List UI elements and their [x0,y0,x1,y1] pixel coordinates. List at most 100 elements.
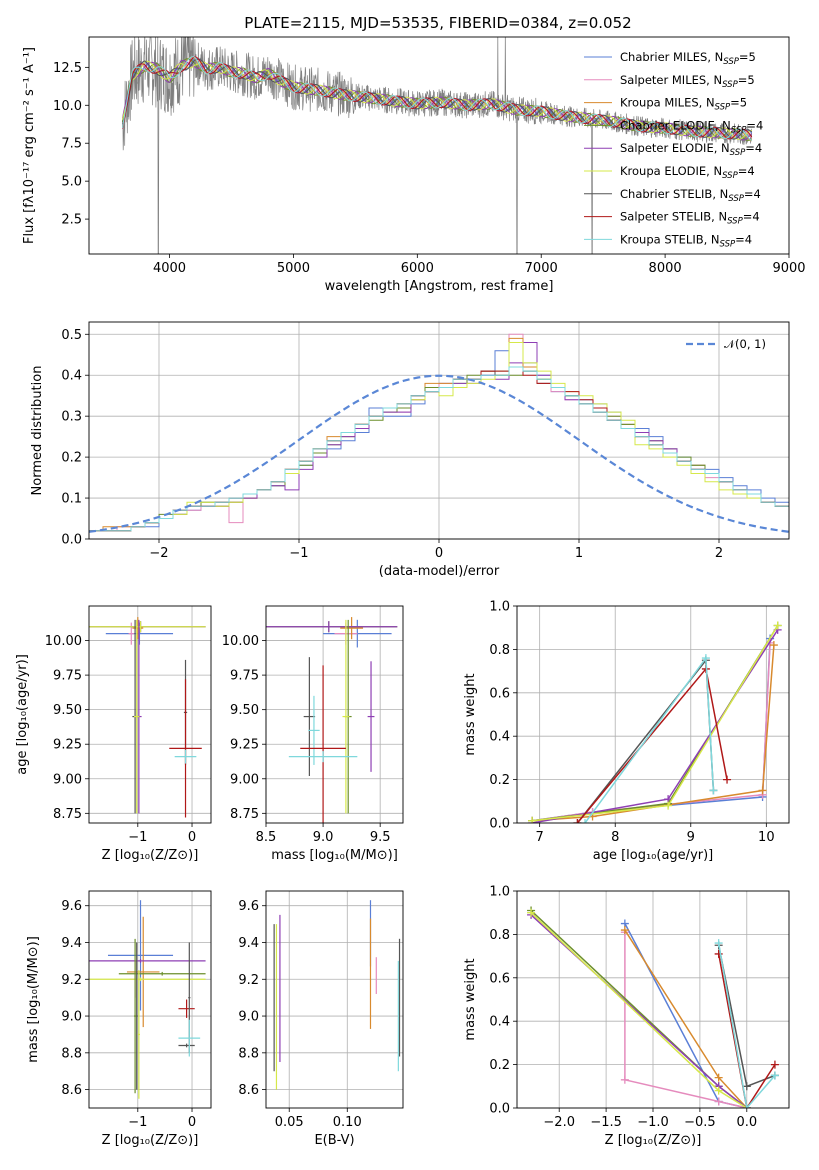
x-tick-label: 8000 [649,261,682,276]
y-tick-label: 0.1 [61,492,82,507]
x-tick-label: −1 [128,830,147,845]
y-tick-label: 12.5 [53,61,82,76]
legend-entry: Salpeter STELIB, NSSP=4 [620,210,760,227]
y-tick-label: 8.6 [61,1083,82,1098]
weight-series-line [530,909,748,1108]
weight-point-marker [758,786,767,795]
weight-point-marker [714,1073,723,1082]
y-tick-label: 8.75 [53,807,82,822]
legend-entry: 𝒩(0, 1) [724,337,766,351]
y-tick-label: 1.0 [489,885,510,900]
y-tick-label: 9.4 [61,936,82,951]
model-spectrum-series [122,56,753,140]
y-axis-label: mass weight [463,673,478,755]
weight-point-marker [773,621,782,630]
x-tick-label: −0.5 [684,1115,716,1130]
weight-series-line [532,645,775,822]
plot-area [266,617,398,823]
y-tick-label: 9.0 [238,1010,259,1025]
y-tick-label: 8.75 [230,807,259,822]
weight-point-marker [742,1082,751,1091]
y-tick-label: 9.2 [61,973,82,988]
weight-series-line [532,625,779,822]
legend-entry: Chabrier ELODIE, NSSP=4 [620,118,763,135]
x-tick-label: −2.0 [543,1115,575,1130]
y-axis-label: mass weight [463,958,478,1040]
x-tick-label: 10 [758,830,775,845]
legend-entry: Chabrier MILES, NSSP=5 [620,50,756,67]
weight-point-marker [769,641,778,650]
y-tick-label: 0.4 [489,730,510,745]
y-tick-label: 0.2 [61,451,82,466]
y-tick-label: 9.25 [53,738,82,753]
y-tick-label: 9.00 [53,772,82,787]
model-spectrum-series [122,58,753,141]
y-tick-label: 9.00 [230,772,259,787]
axes-frame [88,890,212,1109]
x-tick-label: 9000 [772,261,805,276]
histogram-series [89,366,789,532]
weight-point-marker [714,949,723,958]
y-tick-label: 9.6 [61,899,82,914]
weight-point-marker [714,1097,723,1106]
figure-title: PLATE=2115, MJD=53535, FIBERID=0384, z=0… [244,14,631,32]
x-axis-label: Z [log₁₀(Z/Z⊙)] [102,1133,199,1148]
y-tick-label: 9.2 [238,973,259,988]
x-tick-label: 0.0 [736,1115,757,1130]
y-tick-label: 2.5 [61,213,82,228]
y-tick-label: 9.50 [53,703,82,718]
plot-area [122,37,753,254]
weight-series-line [530,912,748,1108]
weight-point-marker [770,1071,779,1080]
x-axis-label: wavelength [Angstrom, rest frame] [325,279,554,294]
x-tick-label: −1 [289,546,308,561]
y-tick-label: 10.00 [222,634,259,649]
plot-area [89,333,789,533]
x-axis-label: E(B-V) [314,1133,354,1148]
y-tick-label: 0.0 [489,817,510,832]
plot-area [273,900,401,1090]
x-axis-label: Z [log₁₀(Z/Z⊙)] [605,1133,702,1148]
weight-point-marker [527,908,536,917]
y-tick-label: 0.6 [489,971,510,986]
weight-point-marker [714,1086,723,1095]
x-tick-label: −1.5 [590,1115,622,1130]
axes-frame [88,321,790,540]
panel-age-vs-Z: −1 0 8.75 9.00 9.25 9.50 9.75 10.00 Z [log₁₀(Z/Z… [15,605,212,863]
normal-curve [89,374,789,533]
weight-point-marker [620,926,629,935]
weight-point-marker [581,819,589,823]
weight-point-marker [573,819,582,823]
y-tick-label: 9.0 [61,1010,82,1025]
axes-frame [88,605,212,824]
weight-point-marker [723,775,732,784]
weight-point-marker [709,786,718,795]
x-tick-label: 7 [536,830,544,845]
x-tick-label: −2 [149,546,168,561]
panel-residuals: −2 −1 0 1 2 0.0 0.1 0.2 0.3 0.4 0.5 (data-model)/er… [30,321,790,579]
x-tick-label: 1 [575,546,583,561]
legend-entry: Salpeter MILES, NSSP=5 [620,73,755,90]
y-tick-label: 9.75 [230,669,259,684]
y-tick-label: 9.4 [238,936,259,951]
panel-mass-vs-EBV: 0.05 0.10 8.6 8.8 9.0 9.2 9.4 9.6 E(B-V) [238,890,404,1148]
y-tick-label: 10.00 [45,634,82,649]
x-axis-label: Z [log₁₀(Z/Z⊙)] [102,848,199,863]
weight-point-marker [664,801,673,810]
axes-frame [265,890,404,1109]
y-tick-label: 9.25 [230,738,259,753]
x-axis-label: age [log₁₀(age/yr)] [593,848,714,863]
x-tick-label: 0.10 [333,1115,362,1130]
legend-entry: Kroupa ELODIE, NSSP=4 [620,164,755,181]
model-spectrum-series [122,56,753,142]
x-tick-label: 2 [715,546,723,561]
model-spectrum-series [122,59,753,141]
y-tick-label: 7.5 [61,137,82,152]
x-tick-label: 7000 [525,261,558,276]
y-tick-label: 5.0 [61,175,82,190]
x-tick-label: 8 [611,830,619,845]
x-tick-label: 0 [435,546,443,561]
x-tick-label: 5000 [277,261,310,276]
x-tick-label: 9.5 [370,830,391,845]
